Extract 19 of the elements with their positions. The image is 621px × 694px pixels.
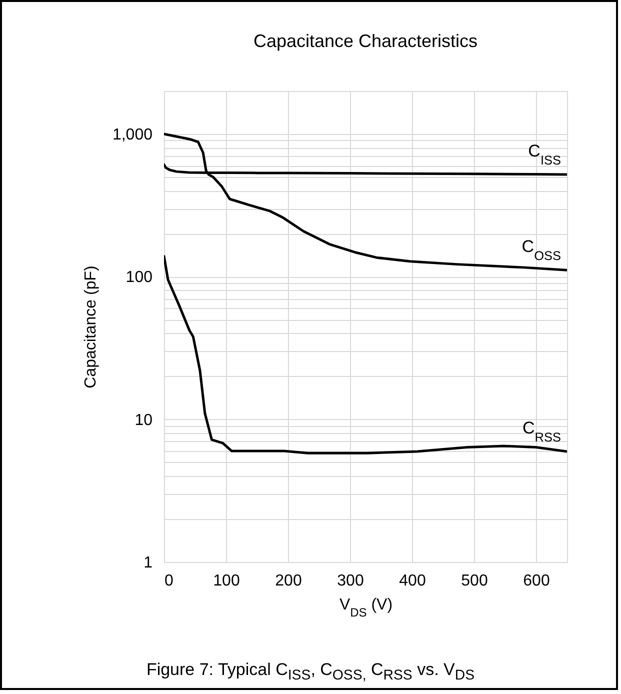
x-tick-label: 100 (213, 572, 240, 590)
caption: Figure 7: Typical C$_{ISS}$, C$_{OSS,}$ C$_{RSS}$ vs. V$_{DS}$ (145, 660, 476, 684)
series-label: C$_{RSS}$ (522, 418, 561, 444)
y-axis-title: Capacitance (pF) (82, 266, 100, 388)
x-tick-label: 200 (275, 572, 302, 590)
x-axis-title: V$_{DS}$ (V) (339, 596, 393, 620)
y-tick-label: 10 (134, 412, 153, 429)
y-tick-label: 100 (126, 269, 153, 286)
line-series (164, 132, 567, 272)
x-tick-label: 400 (399, 572, 426, 590)
x-tick-label: 300 (337, 572, 364, 590)
x-tick-label: 600 (523, 572, 550, 590)
series-label: C$_{OSS}$ (522, 237, 561, 263)
chart-title: Capacitance Characteristics (253, 31, 478, 51)
y-tick-label: 1,000 (112, 126, 153, 144)
series-label: C$_{ISS}$ (528, 141, 561, 167)
x-tick-label: 500 (461, 572, 488, 590)
y-tick-label: 1 (144, 554, 153, 572)
x-tick-label: 0 (164, 572, 174, 590)
